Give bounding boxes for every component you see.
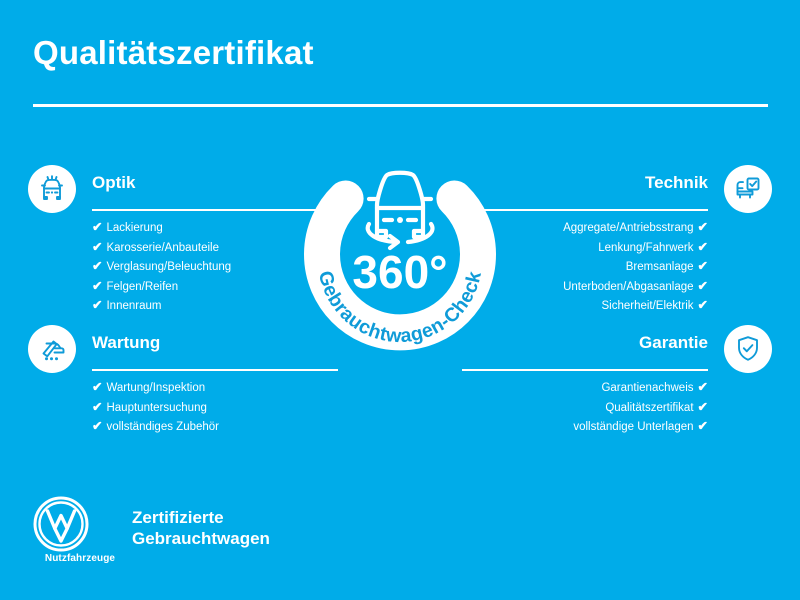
shield-check-icon [724,325,772,373]
footer-claim-line2: Gebrauchtwagen [132,529,270,549]
list-item: vollständige Unterlagen ✔ [462,417,708,437]
checklist-optik: ✔ Lackierung ✔ Karosserie/Anbauteile ✔ Verg… [92,218,338,316]
section-divider [462,369,708,371]
list-item: ✔ Verglasung/Beleuchtung [92,257,338,277]
list-item-label: Lackierung [106,222,163,234]
list-item: ✔ Hauptuntersuchung [92,398,338,418]
header-divider [33,104,768,107]
vw-roundel-logo [32,495,102,558]
list-item: Aggregate/Antriebsstrang ✔ [462,218,708,238]
check-icon: ✔ [697,278,708,293]
section-heading: Wartung [92,333,161,352]
list-item-label: Lenkung/Fahrwerk [598,241,694,254]
section-divider [92,369,338,371]
check-icon: ✔ [92,298,103,312]
checklist-technik: Aggregate/Antriebsstrang ✔ Lenkung/Fahrwe… [462,218,708,316]
list-item: Qualitätszertifikat ✔ [462,398,708,418]
list-item: ✔ vollständiges Zubehör [92,417,338,437]
check-icon: ✔ [92,419,103,433]
check-icon: ✔ [92,239,103,254]
list-item-label: Aggregate/Antriebsstrang [563,222,694,234]
list-item-label: Innenraum [106,300,162,312]
list-item: Lenkung/Fahrwerk ✔ [462,238,708,258]
vw-wordmark: Nutzfahrzeuge [44,553,116,564]
list-item: ✔ Lackierung [92,218,338,238]
section-divider [462,209,708,211]
check-icon: ✔ [697,380,708,394]
footer-claim-line1: Zertifizierte [132,508,224,527]
section-divider [92,209,338,211]
list-item-label: Bremsanlage [625,261,694,273]
list-item-label: Wartung/Inspektion [106,382,206,394]
maintenance-tool-car-icon [28,325,76,373]
check-icon: ✔ [697,298,708,312]
check-icon: ✔ [697,399,708,414]
list-item: ✔ Innenraum [92,296,338,316]
check-icon: ✔ [92,259,103,273]
section-heading: Garantie [639,333,708,352]
checklist-wartung: ✔ Wartung/Inspektion ✔ Hauptuntersuchung ✔… [92,378,338,437]
list-item-label: Karosserie/Anbauteile [106,241,219,254]
list-item-label: Unterboden/Abgasanlage [563,280,694,293]
car-front-shine-icon [28,165,76,213]
list-item-label: Garantienachweis [601,382,694,394]
checklist-garantie: Garantienachweis ✔ Qualitätszertifikat ✔ v… [462,378,708,437]
check-icon: ✔ [92,399,103,414]
list-item: Garantienachweis ✔ [462,378,708,398]
check-icon: ✔ [697,239,708,254]
list-item-label: Hauptuntersuchung [106,401,207,414]
list-item-label: vollständiges Zubehör [106,421,219,433]
badge-360-gebrauchtwagen-check: 360° Gebrauchtwagen-Check [288,136,512,360]
list-item: ✔ Karosserie/Anbauteile [92,238,338,258]
check-icon: ✔ [697,419,708,433]
check-icon: ✔ [697,220,708,234]
section-heading: Technik [645,173,708,192]
check-icon: ✔ [92,380,103,394]
list-item: ✔ Felgen/Reifen [92,277,338,297]
section-heading: Optik [92,173,136,192]
check-icon: ✔ [92,278,103,293]
car-rotate-360-icon [365,170,435,251]
car-checklist-icon [724,165,772,213]
list-item: Sicherheit/Elektrik ✔ [462,296,708,316]
check-icon: ✔ [697,259,708,273]
list-item-label: Felgen/Reifen [106,280,179,293]
badge-center-label: 360° [352,246,447,298]
list-item-label: Sicherheit/Elektrik [601,300,694,312]
footer-claim: Zertifizierte Gebrauchtwagen [132,507,270,550]
list-item: ✔ Wartung/Inspektion [92,378,338,398]
list-item-label: Qualitätszertifikat [605,401,694,414]
page-header: Qualitätszertifikat [0,0,800,110]
list-item-label: Verglasung/Beleuchtung [106,261,232,273]
list-item: Unterboden/Abgasanlage ✔ [462,277,708,297]
page-footer: Nutzfahrzeuge Zertifizierte Gebrauchtwage… [32,495,432,575]
list-item-label: vollständige Unterlagen [573,421,694,433]
page-title: Qualitätszertifikat [33,34,314,71]
list-item: Bremsanlage ✔ [462,257,708,277]
badge-ring [304,180,496,351]
check-icon: ✔ [92,220,103,234]
